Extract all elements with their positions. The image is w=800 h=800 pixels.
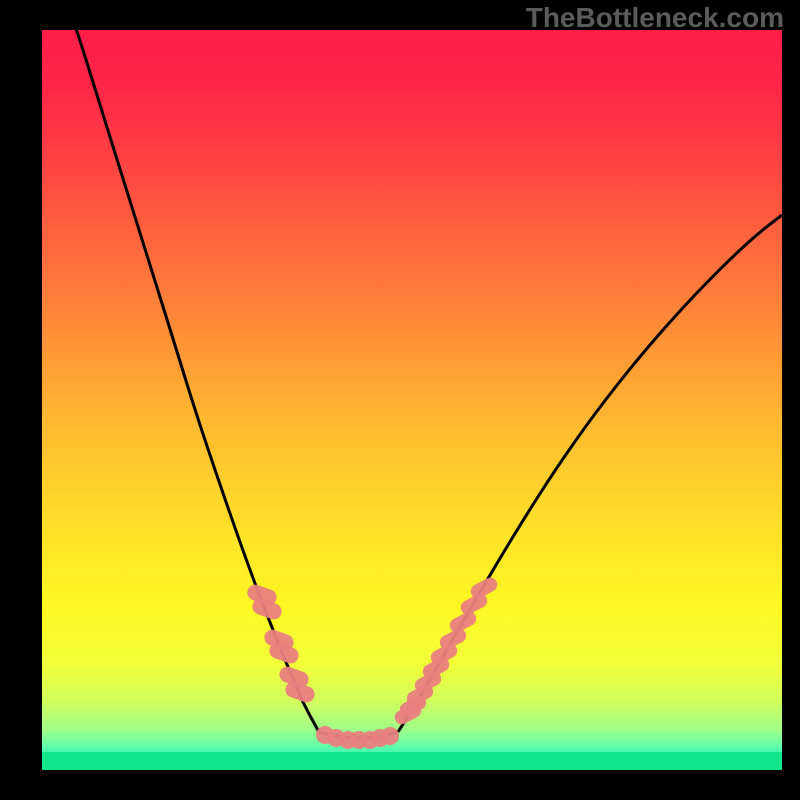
curve-layer [0, 0, 800, 800]
left-curve [66, 0, 319, 732]
marker-bottom-6 [381, 727, 399, 745]
